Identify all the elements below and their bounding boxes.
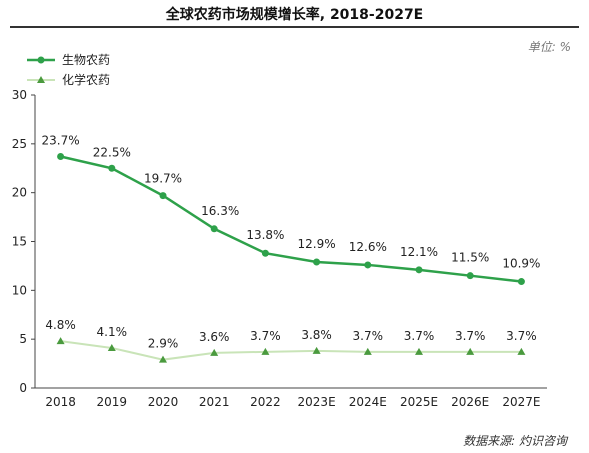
data-label: 3.7% bbox=[455, 329, 486, 343]
x-tick-label: 2022 bbox=[250, 395, 281, 409]
data-point bbox=[517, 347, 526, 355]
data-label: 3.7% bbox=[353, 329, 384, 343]
data-point bbox=[517, 278, 525, 286]
data-label: 12.1% bbox=[400, 245, 438, 259]
chart-title: 全球农药市场规模增长率, 2018-2027E bbox=[165, 7, 424, 23]
legend-label: 化学农药 bbox=[62, 72, 110, 87]
data-point bbox=[261, 249, 269, 257]
data-point bbox=[415, 266, 423, 274]
data-label: 3.6% bbox=[199, 330, 230, 344]
x-tick-label: 2023E bbox=[298, 395, 336, 409]
series-bio-pesticide: 23.7% 22.5% 19.7% 16.3% 13.8% 12.9% 12.6% 12.1%… bbox=[42, 134, 540, 286]
title-divider bbox=[10, 26, 579, 28]
x-tick-label: 2024E bbox=[349, 395, 387, 409]
data-label: 11.5% bbox=[451, 251, 489, 265]
x-tick-label: 2018 bbox=[45, 395, 76, 409]
data-label: 4.8% bbox=[45, 318, 76, 332]
data-point bbox=[261, 347, 270, 355]
data-label: 23.7% bbox=[42, 134, 80, 148]
axes: 0 5 10 15 20 25 30 2018 2019 2020 2021 2022 2023E 202… bbox=[12, 88, 547, 409]
series-line bbox=[60, 155, 522, 283]
x-tick-label: 2025E bbox=[400, 395, 438, 409]
x-tick-label: 2021 bbox=[199, 395, 230, 409]
data-label: 3.7% bbox=[250, 329, 281, 343]
data-point bbox=[159, 192, 167, 200]
data-point bbox=[210, 348, 219, 356]
data-label: 16.3% bbox=[201, 204, 239, 218]
unit-label: 单位: % bbox=[527, 40, 571, 54]
data-label: 2.9% bbox=[148, 337, 179, 351]
legend-marker bbox=[37, 76, 45, 83]
x-tick-label: 2020 bbox=[148, 395, 179, 409]
series-layer: 23.7% 22.5% 19.7% 16.3% 13.8% 12.9% 12.6% 12.1%… bbox=[42, 134, 540, 363]
data-point bbox=[108, 164, 116, 172]
y-tick-label: 10 bbox=[12, 283, 27, 297]
data-point bbox=[466, 272, 474, 280]
legend-label: 生物农药 bbox=[62, 53, 110, 67]
data-label: 3.8% bbox=[301, 328, 332, 342]
x-tick-label: 2027E bbox=[502, 395, 540, 409]
data-point bbox=[210, 225, 218, 233]
data-point bbox=[57, 153, 65, 161]
data-label: 22.5% bbox=[93, 145, 131, 159]
y-tick-label: 25 bbox=[12, 137, 27, 151]
data-point bbox=[159, 355, 167, 363]
data-point bbox=[56, 337, 65, 345]
data-label: 12.9% bbox=[298, 237, 336, 251]
data-point bbox=[363, 347, 372, 355]
series-line bbox=[60, 340, 522, 361]
y-tick-label: 30 bbox=[12, 88, 27, 102]
data-label: 4.1% bbox=[97, 325, 128, 339]
data-label: 12.6% bbox=[349, 240, 387, 254]
x-tick-label: 2026E bbox=[451, 395, 489, 409]
data-label: 19.7% bbox=[144, 172, 182, 186]
y-tick-label: 20 bbox=[12, 186, 27, 200]
legend-marker bbox=[37, 56, 45, 64]
y-tick-label: 5 bbox=[19, 332, 27, 346]
y-tick-label: 15 bbox=[12, 235, 27, 249]
data-point bbox=[312, 346, 321, 354]
data-label: 3.7% bbox=[506, 329, 537, 343]
data-point bbox=[313, 258, 321, 266]
data-label: 13.8% bbox=[246, 228, 284, 242]
data-point bbox=[466, 347, 475, 355]
x-tick-label: 2019 bbox=[97, 395, 128, 409]
y-tick-label: 0 bbox=[19, 381, 27, 395]
data-point bbox=[415, 347, 423, 355]
data-label: 3.7% bbox=[404, 329, 435, 343]
data-source: 数据来源: 灼识咨询 bbox=[463, 434, 567, 448]
legend-item: 化学农药 bbox=[27, 72, 110, 87]
data-point bbox=[364, 261, 372, 269]
data-label: 10.9% bbox=[502, 257, 540, 271]
series-chemical-pesticide: 4.8% 4.1% 2.9% 3.6% 3.7% 3.8% 3.7% 3.7% 3.7% 3.7% bbox=[45, 318, 537, 363]
data-point bbox=[107, 343, 116, 351]
legend-item: 生物农药 bbox=[27, 53, 110, 67]
